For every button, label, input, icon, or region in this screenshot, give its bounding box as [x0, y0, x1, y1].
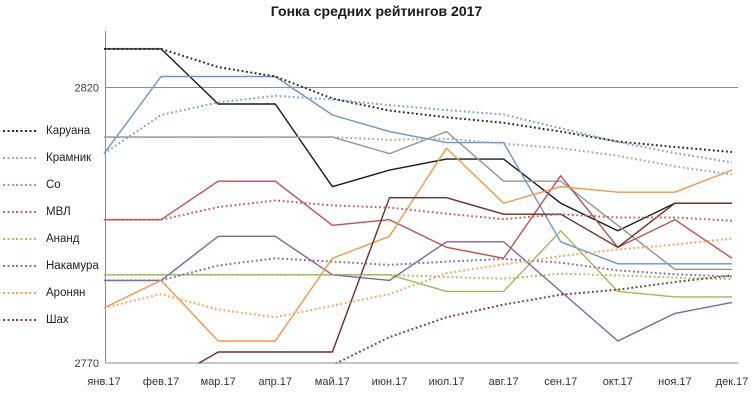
legend-item-mvl: МВЛ: [3, 198, 99, 225]
rating-line-mvl: [104, 174, 733, 259]
legend-label: Со: [46, 178, 61, 191]
rating-line-shakh: [196, 196, 732, 364]
average-line-aronian: [103, 237, 733, 319]
legend-label: Накамура: [46, 259, 99, 272]
average-line-so: [103, 94, 733, 164]
legend-dotted-line-swatch: [3, 210, 36, 213]
legend-dotted-line-swatch: [3, 318, 36, 321]
rating-line-so: [103, 75, 732, 265]
legend-dotted-line-swatch: [3, 156, 36, 159]
x-tick-label: апр.17: [259, 376, 292, 388]
x-tick-label: авг.17: [489, 376, 519, 388]
x-tick-label: июл.17: [429, 376, 465, 388]
rating-line-nakamura: [104, 235, 733, 342]
legend-item-kramnik: Крамник: [3, 144, 99, 171]
average-line-caruana: [104, 47, 733, 153]
x-tick-label: дек.17: [716, 376, 749, 388]
legend-label: Аронян: [46, 286, 86, 299]
x-tick-label: ноя.17: [658, 376, 691, 388]
x-tick-label: май.17: [315, 376, 350, 388]
legend-dotted-line-swatch: [3, 291, 36, 294]
average-line-shakh: [333, 274, 733, 364]
legend-item-shakh: Шах: [3, 306, 99, 333]
legend-label: Каруана: [46, 124, 91, 137]
legend-item-caruana: Каруана: [3, 117, 99, 144]
x-tick-label: фев.17: [143, 376, 179, 388]
legend-item-anand: Ананд: [3, 225, 99, 252]
legend-label: МВЛ: [46, 205, 71, 218]
x-tick-label: сен.17: [544, 376, 577, 388]
legend-item-nakamura: Накамура: [3, 252, 99, 279]
legend-dotted-line-swatch: [3, 183, 36, 186]
x-tick-label: мар.17: [201, 376, 236, 388]
average-line-mvl: [104, 199, 733, 222]
rating-line-aronian: [103, 147, 733, 342]
x-tick-label: июн.17: [372, 376, 408, 388]
legend-item-so: Со: [3, 171, 99, 198]
rating-line-kramnik: [104, 130, 732, 270]
x-tick-label: янв.17: [87, 376, 120, 388]
legend-item-aronian: Аронян: [3, 279, 99, 306]
legend-dotted-line-swatch: [3, 237, 36, 240]
legend-label: Шах: [46, 313, 69, 326]
average-line-kramnik: [104, 136, 733, 176]
y-tick-label: 2820: [75, 83, 99, 95]
legend: Каруана Крамник Со МВЛ Ананд Накамура Аронян Ша…: [3, 117, 99, 333]
x-tick-label: окт.17: [603, 376, 633, 388]
y-tick-label: 2770: [75, 358, 99, 370]
average-line-nakamura: [104, 257, 733, 282]
chart-title: Гонка средних рейтингов 2017: [270, 3, 483, 19]
rating-line-caruana: [104, 48, 732, 232]
legend-label: Ананд: [46, 232, 80, 245]
average-line-anand: [104, 272, 733, 281]
legend-label: Крамник: [46, 151, 92, 164]
legend-dotted-line-swatch: [3, 129, 36, 132]
legend-dotted-line-swatch: [3, 264, 36, 267]
